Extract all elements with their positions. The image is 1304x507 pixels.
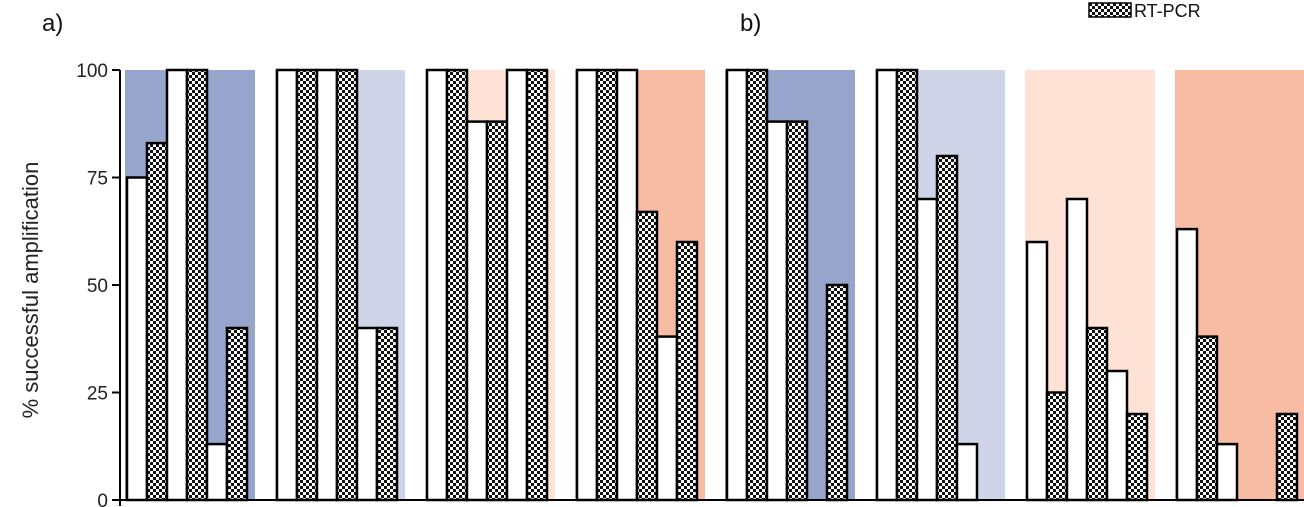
y-tick-label-75: 75 — [87, 169, 108, 190]
legend-label-rt-pcr: RT-PCR — [1134, 1, 1201, 21]
bar-g4-1 — [575, 68, 599, 502]
legend-swatch-rt-pcr — [1088, 2, 1132, 18]
bar-g7-5 — [1105, 369, 1129, 502]
bar-g6-3 — [915, 197, 939, 502]
bar-g4-5 — [655, 335, 679, 502]
bar-g6-4 — [935, 154, 959, 502]
bar-g7-4 — [1085, 326, 1109, 502]
panel-label-a: a) — [42, 10, 63, 37]
legend: RT-PCR — [1088, 1, 1201, 21]
bar-g1-5 — [205, 442, 229, 502]
bar-g6-5 — [955, 442, 979, 502]
bar-g7-1 — [1025, 240, 1049, 502]
y-tick-label-0: 0 — [97, 491, 108, 507]
bar-g1-3 — [165, 68, 189, 502]
bar-g7-3 — [1065, 197, 1089, 502]
bar-g2-1 — [275, 68, 299, 502]
bar-g3-2 — [445, 68, 469, 502]
bar-g2-5 — [355, 326, 379, 502]
bar-g8-1 — [1175, 227, 1199, 502]
bar-g1-1 — [125, 176, 149, 502]
bar-g4-2 — [595, 68, 619, 502]
bar-g2-2 — [295, 68, 319, 502]
bar-g3-5 — [505, 68, 529, 502]
bar-g1-6 — [225, 326, 249, 502]
bar-g4-3 — [615, 68, 639, 502]
bar-g8-3 — [1215, 442, 1239, 502]
bar-g3-6 — [525, 68, 549, 502]
bar-g6-1 — [875, 68, 899, 502]
bar-g2-4 — [335, 68, 359, 502]
bar-g5-3 — [765, 120, 789, 502]
bar-g8-6 — [1275, 412, 1299, 502]
bar-g7-2 — [1045, 391, 1069, 502]
bar-g2-6 — [375, 326, 399, 502]
bar-g3-3 — [465, 120, 489, 502]
bar-g7-6 — [1125, 412, 1149, 502]
bar-g1-4 — [185, 68, 209, 502]
bar-g5-6 — [825, 283, 849, 502]
y-axis: 0 25 50 75 100 — [76, 61, 1304, 507]
bar-g5-1 — [725, 68, 749, 502]
bar-g8-2 — [1195, 335, 1219, 502]
panel-label-b: b) — [740, 10, 761, 37]
y-tick-label-25: 25 — [87, 384, 108, 405]
bar-g5-4 — [785, 120, 809, 502]
bar-g6-2 — [895, 68, 919, 502]
y-tick-label-100: 100 — [76, 61, 108, 82]
bar-g4-6 — [675, 240, 699, 502]
bar-g2-3 — [315, 68, 339, 502]
bar-g1-2 — [145, 141, 169, 502]
bar-g3-4 — [485, 120, 509, 502]
bar-g5-2 — [745, 68, 769, 502]
bar-g4-4 — [635, 210, 659, 502]
y-axis-title: % successful amplification — [18, 162, 43, 419]
y-tick-label-50: 50 — [87, 276, 108, 297]
bar-g3-1 — [425, 68, 449, 502]
